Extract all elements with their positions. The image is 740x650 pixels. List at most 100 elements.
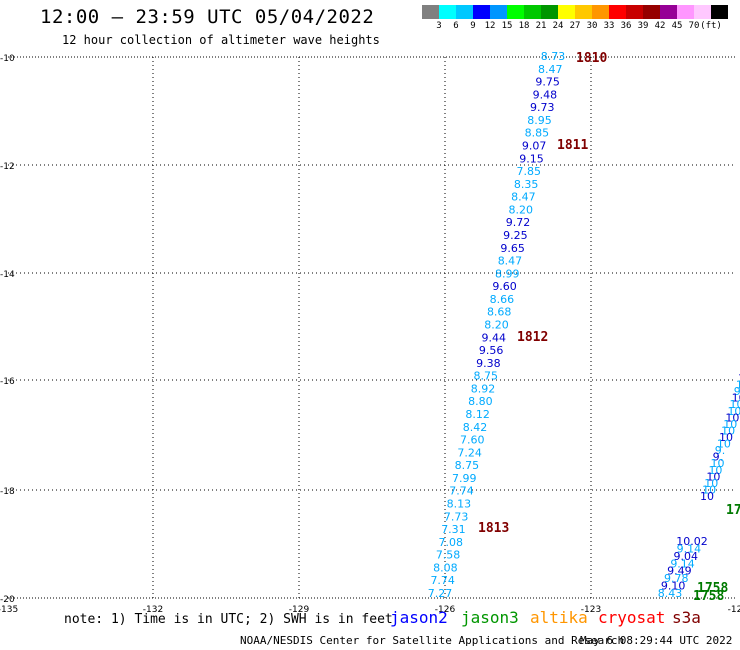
latitude-label: -16 <box>0 377 15 387</box>
wave-height-reading-right: 8.43 <box>658 587 683 600</box>
wave-height-reading: 9.65 <box>500 242 525 255</box>
legend-swatch <box>592 5 609 19</box>
pass-time-label-right: 1758 <box>693 589 724 604</box>
wave-height-reading: 9.72 <box>506 216 531 229</box>
latitude-label: -18 <box>0 487 15 497</box>
wave-height-reading: 8.75 <box>473 370 498 383</box>
legend-label: 45 <box>671 21 683 31</box>
wave-height-reading: 7.27 <box>428 587 453 600</box>
legend-label: 15 <box>501 21 513 31</box>
wave-height-reading-edge: 10 <box>732 392 740 405</box>
legend-swatch <box>558 5 575 19</box>
satellite-label-altika: altika <box>530 608 588 627</box>
wave-height-reading: 8.47 <box>511 191 536 204</box>
legend-swatch <box>643 5 660 19</box>
wave-height-reading-edge: 10 <box>721 424 735 437</box>
legend-swatch <box>473 5 490 19</box>
pass-time-label: 1812 <box>517 330 548 345</box>
legend-swatch <box>524 5 541 19</box>
satellite-label-cryosat: cryosat <box>598 608 666 627</box>
wave-height-reading: 8.47 <box>498 255 523 268</box>
legend-label: 24 <box>552 21 564 31</box>
wave-height-reading: 9.73 <box>530 101 555 114</box>
wave-height-reading-edge: 10 <box>702 483 716 496</box>
wave-height-reading: 9.56 <box>479 344 504 357</box>
longitude-label: -129 <box>289 605 310 615</box>
wave-height-reading: 7.24 <box>457 446 482 459</box>
legend-swatch <box>456 5 473 19</box>
legend-swatch <box>711 5 728 19</box>
wave-height-reading-right: 9.78 <box>664 572 689 585</box>
wave-height-reading: 9.48 <box>533 88 558 101</box>
wave-height-reading-edge: 10 <box>717 438 731 451</box>
wave-height-reading: 8.95 <box>527 114 552 127</box>
wave-height-reading-edge: 10 <box>706 470 720 483</box>
wave-height-reading-edge: 10 <box>727 405 740 418</box>
wave-height-reading: 8.47 <box>538 63 563 76</box>
wave-height-reading-edge: 10 <box>719 431 733 444</box>
wave-height-reading: 8.73 <box>541 50 566 63</box>
wave-height-reading: 7.99 <box>452 472 477 485</box>
pass-time-label: 1810 <box>576 51 607 66</box>
pass-time-label-right: 17 <box>726 503 740 518</box>
pass-time-label: 1811 <box>557 138 588 153</box>
legend-label: 33 <box>603 21 615 31</box>
wave-height-reading: 8.75 <box>455 459 480 472</box>
legend-label: 30 <box>586 21 598 31</box>
wave-height-reading: 9.44 <box>482 331 507 344</box>
latitude-label: -12 <box>0 162 15 172</box>
wave-height-reading: 9.38 <box>476 357 501 370</box>
wave-height-reading: 7.08 <box>439 536 464 549</box>
satellite-label-jason3: jason3 <box>461 608 519 627</box>
wave-height-reading: 8.13 <box>447 498 472 511</box>
generation-timestamp: May 6 08:29:44 UTC 2022 <box>580 634 733 647</box>
wave-height-reading-right: 10.02 <box>676 535 708 548</box>
legend-swatch <box>660 5 677 19</box>
satellite-label-s3a: s3a <box>672 608 701 627</box>
wave-height-reading: 8.35 <box>514 178 539 191</box>
wave-height-reading: 8.92 <box>471 382 496 395</box>
wave-height-reading: 9.15 <box>519 152 544 165</box>
wave-height-reading: 8.20 <box>508 203 533 216</box>
legend-label: 36 <box>620 21 632 31</box>
legend-swatch <box>575 5 592 19</box>
legend-swatch <box>439 5 456 19</box>
wave-height-reading-edge: 9. <box>713 451 724 464</box>
wave-height-reading: 7.31 <box>441 523 466 536</box>
legend-label: 27 <box>569 21 581 31</box>
wave-height-reading-edge: 9. <box>715 444 726 457</box>
wave-height-reading: 7.85 <box>517 165 542 178</box>
wave-height-reading: 8.66 <box>490 293 515 306</box>
wave-height-reading: 8.99 <box>495 267 520 280</box>
wave-height-reading-right: 9.10 <box>661 580 686 593</box>
latitude-label: -14 <box>0 270 15 280</box>
wave-height-reading-edge: 10 <box>704 477 718 490</box>
wave-height-reading: 8.85 <box>525 127 550 140</box>
latitude-label: -20 <box>0 595 15 605</box>
legend-label: 70 <box>688 21 700 31</box>
wave-height-reading: 9.07 <box>522 140 547 153</box>
wave-height-reading: 9.25 <box>503 229 528 242</box>
wave-height-reading: 7.74 <box>430 574 455 587</box>
wave-height-reading: 8.80 <box>468 395 493 408</box>
legend-label: 18 <box>518 21 530 31</box>
legend-label: 9 <box>470 21 476 31</box>
legend-swatch <box>626 5 643 19</box>
wave-height-reading: 7.73 <box>444 510 469 523</box>
satellite-label-jason2: jason2 <box>390 608 448 627</box>
wave-height-reading: 8.12 <box>465 408 490 421</box>
wave-height-reading-edge: 10 <box>738 372 740 385</box>
legend-label: 12 <box>484 21 496 31</box>
wave-height-reading-edge: 10 <box>736 379 740 392</box>
wave-height-reading: 8.68 <box>487 306 512 319</box>
legend-label: 21 <box>535 21 547 31</box>
latitude-label: -10 <box>0 54 15 64</box>
legend-label: (ft) <box>700 21 722 31</box>
legend-swatch <box>609 5 626 19</box>
wave-height-reading-right: 9.14 <box>670 557 695 570</box>
wave-height-reading: 9.60 <box>492 280 517 293</box>
wave-height-reading-edge: 10 <box>711 457 725 470</box>
wave-height-reading-edge: 10 <box>723 418 737 431</box>
